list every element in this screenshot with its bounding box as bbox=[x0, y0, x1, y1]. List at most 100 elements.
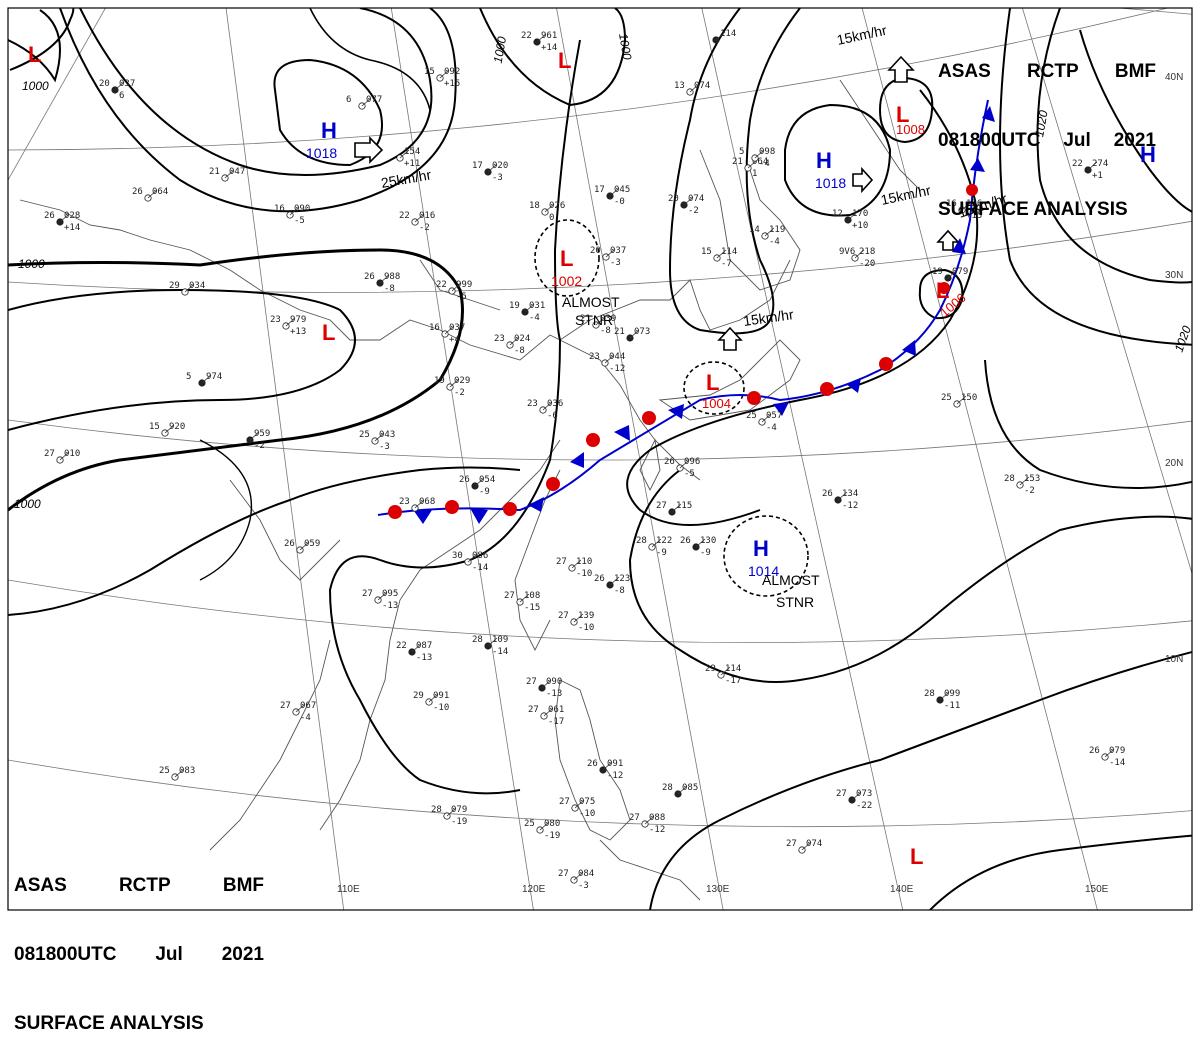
wind-barb bbox=[446, 807, 457, 817]
station-plot: 21 073 bbox=[614, 327, 650, 342]
wind-barb bbox=[541, 679, 552, 689]
station-temperature: 16 bbox=[429, 323, 440, 333]
station-plot: 27 139 -10 bbox=[558, 611, 594, 633]
station-plot: 22 274 +1 bbox=[1072, 159, 1108, 181]
station-pressure: 037 bbox=[449, 323, 465, 333]
title-station: RCTP bbox=[118, 875, 171, 896]
station-tendency: +14 bbox=[541, 43, 557, 53]
station-temperature: 27 bbox=[558, 611, 569, 621]
title-line-1: ASAS RCTP BMF bbox=[14, 874, 264, 897]
station-pressure: 139 bbox=[578, 611, 594, 621]
station-pressure: 154 bbox=[404, 147, 420, 157]
station-temperature: 25 bbox=[746, 411, 757, 421]
station-temperature: 20 bbox=[668, 194, 679, 204]
isobar-label: 1000 bbox=[491, 35, 509, 64]
station-plot: 26 096 -5 bbox=[664, 457, 700, 479]
movement-arrows bbox=[354, 55, 960, 351]
wind-barb bbox=[224, 169, 235, 179]
almost-stnr-label: ALMOST bbox=[762, 572, 820, 588]
station-pressure: 075 bbox=[579, 797, 595, 807]
station-tendency: -2 bbox=[419, 223, 430, 233]
station-plot: 21 047 bbox=[209, 167, 245, 182]
station-temperature: 29 bbox=[169, 281, 180, 291]
station-temperature: 26 bbox=[459, 475, 470, 485]
station-tendency: +14 bbox=[64, 223, 80, 233]
station-pressure: 068 bbox=[419, 497, 435, 507]
station-plot: 154+11 bbox=[396, 147, 420, 169]
station-temperature: 23 bbox=[589, 352, 600, 362]
station-tendency: -8 bbox=[600, 326, 611, 336]
station-temperature: 25 bbox=[941, 393, 952, 403]
station-temperature: 26 bbox=[284, 539, 295, 549]
station-tendency: -19 bbox=[451, 817, 467, 827]
wind-barb bbox=[543, 707, 554, 717]
wind-barb bbox=[679, 459, 690, 469]
station-pressure: 999 bbox=[456, 280, 472, 290]
station-tendency: -20 bbox=[859, 259, 875, 269]
station-temperature: 28 bbox=[636, 536, 647, 546]
wind-barb bbox=[411, 643, 422, 653]
station-pressure: 115 bbox=[676, 501, 692, 511]
station-tendency: -13 bbox=[546, 689, 562, 699]
movement-arrow-top-low bbox=[887, 55, 915, 83]
station-tendency: -3 bbox=[379, 442, 390, 452]
station-tendency: -3 bbox=[578, 881, 589, 891]
station-pressure: 010 bbox=[64, 449, 80, 459]
station-pressure: 079 bbox=[952, 267, 968, 277]
station-pressure: 920 bbox=[169, 422, 185, 432]
station-plot: 21 039 -8 bbox=[580, 314, 616, 336]
station-pressure: 156 bbox=[966, 199, 982, 209]
station-temperature: 23 bbox=[399, 497, 410, 507]
station-plot: 27 084 -3 bbox=[558, 869, 594, 891]
wind-barb bbox=[428, 693, 439, 703]
station-tendency: -12 bbox=[607, 771, 623, 781]
station-tendency: -13 bbox=[416, 653, 432, 663]
station-temperature: 26 bbox=[364, 272, 375, 282]
station-plot: 23 024 -8 bbox=[494, 334, 530, 356]
station-plot: 26 134 -12 bbox=[822, 489, 858, 511]
station-tendency: -4 bbox=[769, 237, 780, 247]
station-temperature: 23 bbox=[527, 399, 538, 409]
station-pressure: 061 bbox=[548, 705, 564, 715]
wind-barb bbox=[716, 249, 727, 259]
station-tendency: -14 bbox=[1109, 758, 1125, 768]
wind-barb bbox=[605, 248, 616, 258]
station-tendency: -10 bbox=[576, 569, 592, 579]
movement-arrow-east-low bbox=[936, 229, 960, 251]
title-month: Jul bbox=[155, 944, 183, 965]
station-pressure: 045 bbox=[614, 185, 630, 195]
wind-barb bbox=[720, 666, 731, 676]
station-tendency: +13 bbox=[290, 327, 306, 337]
wind-barb bbox=[604, 354, 615, 364]
graticule bbox=[8, 8, 1192, 910]
station-temperature: 5 bbox=[186, 372, 191, 382]
station-pressure: 979 bbox=[290, 315, 306, 325]
title-issuer: BMF bbox=[1114, 61, 1156, 82]
station-tendency: 1 bbox=[752, 169, 757, 179]
wind-barb bbox=[764, 227, 775, 237]
station-tendency: -22 bbox=[856, 801, 872, 811]
station-pressure: 024 bbox=[514, 334, 530, 344]
wind-barb bbox=[201, 374, 212, 384]
wind-barb bbox=[595, 316, 606, 326]
station-plot: 6 077 bbox=[346, 95, 382, 110]
station-pressure: 123 bbox=[614, 574, 630, 584]
station-pressure: 016 bbox=[419, 211, 435, 221]
station-pressure: 031 bbox=[529, 301, 545, 311]
station-pressure: 098 bbox=[759, 147, 775, 157]
station-temperature: 26 bbox=[664, 457, 675, 467]
station-temperature: 6 bbox=[346, 95, 351, 105]
station-plot: 26 988 -8 bbox=[364, 272, 400, 294]
wind-barb bbox=[474, 477, 485, 487]
station-tendency: -8 bbox=[614, 586, 625, 596]
wind-barb bbox=[573, 871, 584, 881]
wind-barb bbox=[299, 541, 310, 551]
wind-barb bbox=[444, 325, 455, 335]
station-plot: 22 999 -5 bbox=[436, 280, 472, 302]
station-plot: 27 110 -10 bbox=[556, 557, 592, 579]
station-pressure: 153 bbox=[1024, 474, 1040, 484]
station-pressure: 088 bbox=[649, 813, 665, 823]
station-tendency: -8 bbox=[514, 346, 525, 356]
station-pressure: 026 bbox=[549, 201, 565, 211]
station-pressure: 047 bbox=[229, 167, 245, 177]
